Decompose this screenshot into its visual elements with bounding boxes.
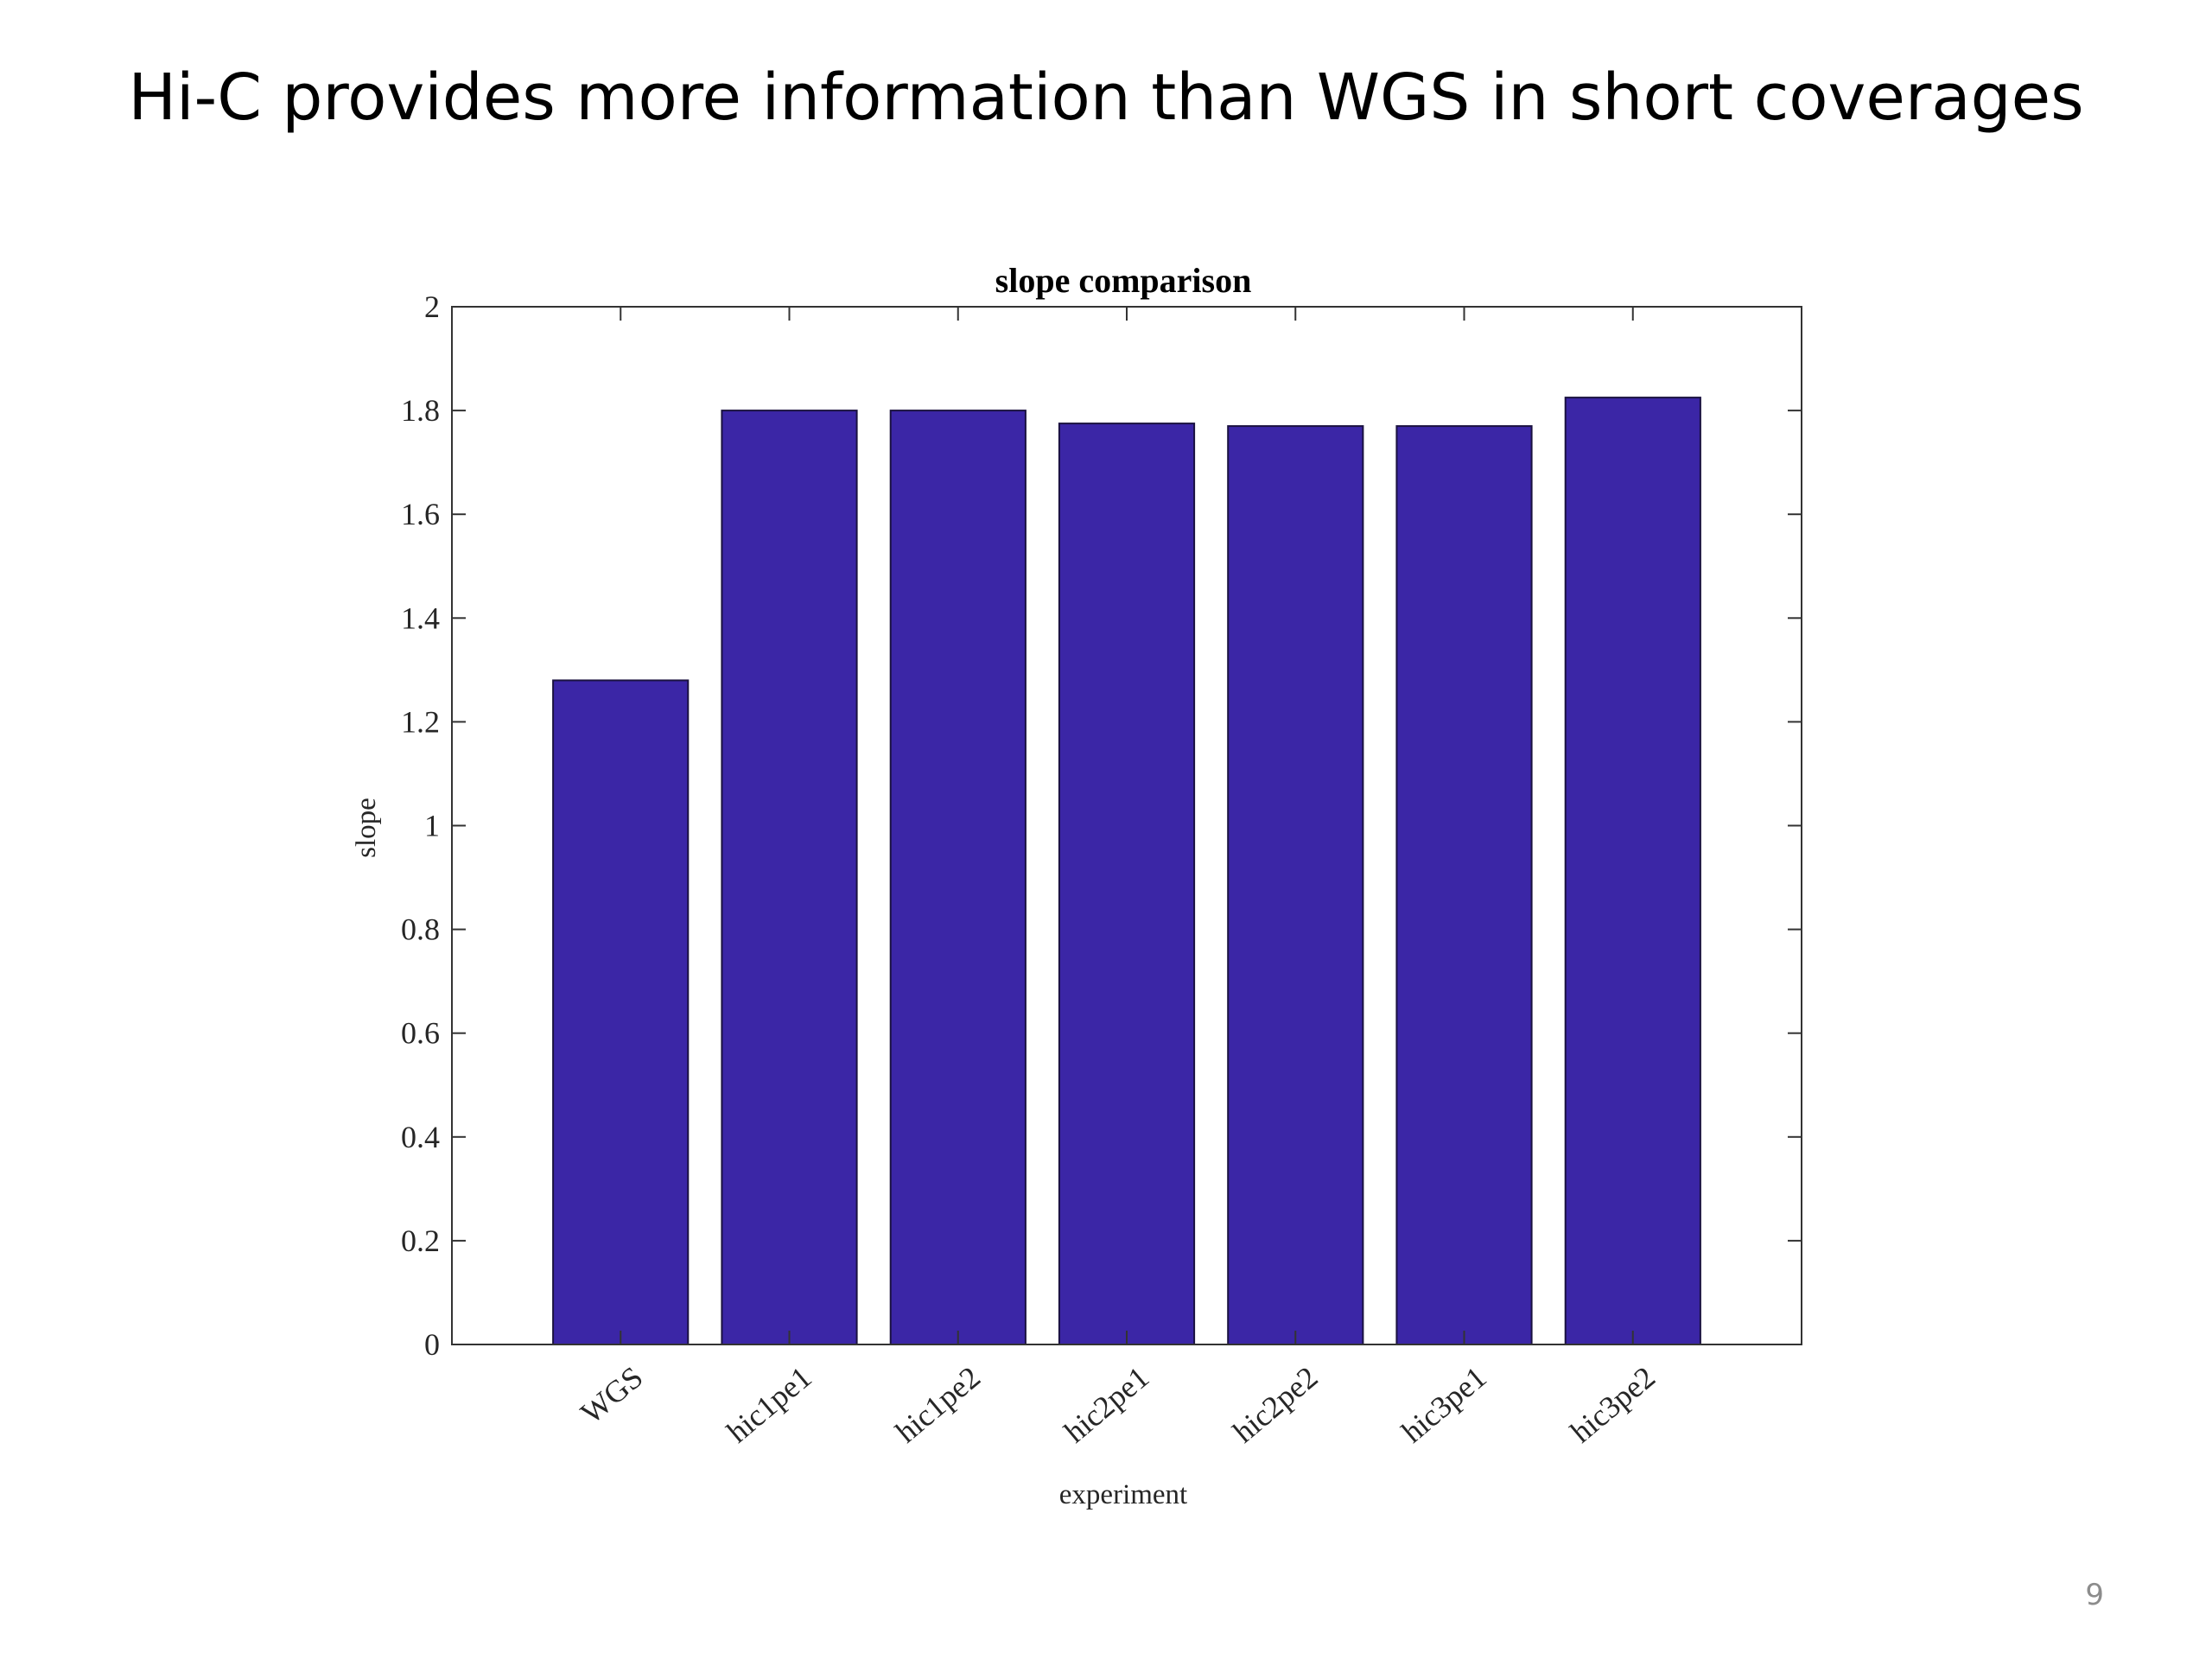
bar-hic2pe1	[1058, 423, 1196, 1346]
x-tick-label: hic1pe2	[889, 1359, 987, 1449]
y-tick-label: 2	[424, 289, 440, 324]
y-tick-label: 1.2	[401, 704, 440, 739]
y-tick-label: 0.6	[401, 1016, 440, 1051]
y-tick-label: 1.6	[401, 497, 440, 531]
bar-WGS	[552, 679, 690, 1345]
y-tick-label: 1.4	[401, 601, 440, 635]
y-axis-label: slope	[351, 798, 382, 858]
y-tick-label: 0.4	[401, 1120, 440, 1154]
y-tick-label: 0.8	[401, 912, 440, 947]
x-axis-label: experiment	[1059, 1479, 1187, 1510]
y-tick-label: 0	[424, 1327, 440, 1362]
y-tick-label: 1	[424, 809, 440, 843]
bar-hic3pe1	[1395, 425, 1533, 1346]
bar-hic1pe1	[721, 410, 858, 1346]
y-tick-label: 0.2	[401, 1224, 440, 1258]
plot-area: 0 0.2 0.4 0.6 0.8 1 1.2 1.4 1.6 1.8 2 WGS hic1pe1 hic…	[401, 289, 1802, 1449]
x-tick-label: WGS	[574, 1359, 649, 1430]
bar-hic2pe2	[1227, 425, 1364, 1346]
page-number: 9	[2085, 1578, 2104, 1612]
x-tick-label: hic3pe2	[1564, 1359, 1662, 1449]
y-tick-label: 1.8	[401, 393, 440, 428]
x-tick-label: hic2pe2	[1226, 1359, 1324, 1449]
x-tick-label: hic2pe1	[1058, 1359, 1155, 1449]
chart-title: slope comparison	[995, 261, 1252, 300]
x-tick-label: hic3pe1	[1395, 1359, 1493, 1449]
x-tick-label: hic1pe1	[721, 1359, 818, 1449]
bar-hic1pe2	[889, 410, 1027, 1346]
bar-hic3pe2	[1564, 397, 1701, 1346]
slide-title: Hi-C provides more information than WGS …	[128, 60, 2084, 135]
